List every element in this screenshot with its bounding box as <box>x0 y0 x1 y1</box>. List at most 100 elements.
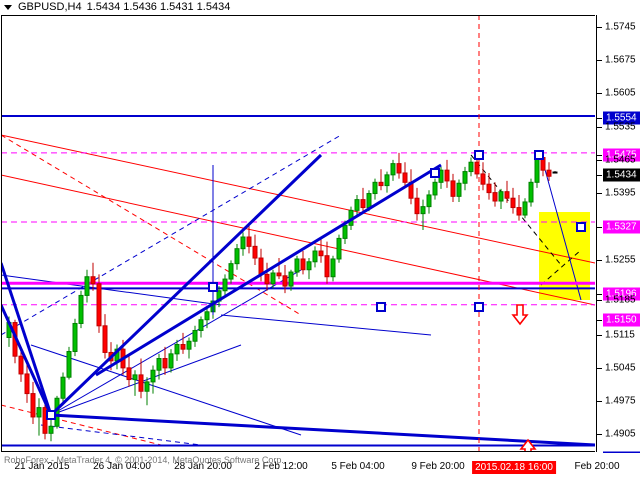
triangle-down-icon[interactable] <box>3 2 13 12</box>
anchor-swing-3[interactable] <box>474 150 484 160</box>
down-trend-red-1 <box>1 134 595 264</box>
candle-body <box>252 245 258 259</box>
anchor-swing-4[interactable] <box>474 302 484 312</box>
candle <box>198 316 204 338</box>
price-label-1.5475[interactable]: 1.5475 <box>603 148 640 162</box>
price-label-1.5150[interactable]: 1.5150 <box>603 313 640 327</box>
anchor-swing-5[interactable] <box>534 150 544 160</box>
red-dashed-1 <box>1 134 302 316</box>
price-label-1.5327[interactable]: 1.5327 <box>603 220 640 234</box>
price-tick <box>597 335 602 336</box>
candle-body <box>534 157 540 183</box>
candle-body <box>144 381 150 392</box>
candle <box>330 255 336 282</box>
candle-body <box>276 272 282 277</box>
anchor-swing-2[interactable] <box>430 168 440 178</box>
candle <box>336 234 342 263</box>
candle-body <box>420 206 426 215</box>
candle <box>192 325 198 347</box>
fan-line-1 <box>1 262 53 416</box>
candle <box>510 187 516 214</box>
candle-body <box>198 319 204 331</box>
price-tick <box>597 160 602 161</box>
time-scale[interactable]: 21 Jan 2015 26 Jan 04:00 28 Jan 20:00 2 Feb… <box>0 453 640 480</box>
candle <box>552 171 558 174</box>
candle <box>66 346 72 380</box>
price-label-1.5605: 1.5605 <box>605 87 636 99</box>
candle-body <box>30 393 36 418</box>
price-label-1.5196[interactable]: 1.5196 <box>603 287 640 301</box>
price-tick <box>597 127 602 128</box>
candle-body <box>60 376 66 399</box>
candle <box>246 225 252 254</box>
candle <box>252 234 258 266</box>
trendline-layer <box>1 134 595 446</box>
candle <box>132 370 138 396</box>
candle-body <box>264 273 270 285</box>
price-label-1.5465: 1.5465 <box>605 154 636 166</box>
candle <box>102 314 108 359</box>
candle-body <box>396 163 402 174</box>
projection-down <box>540 154 582 301</box>
candle-body <box>504 191 510 199</box>
price-label-1.5675: 1.5675 <box>605 54 636 66</box>
candle-body <box>330 258 336 278</box>
ohlc-values: 1.5434 1.5436 1.5431 1.5434 <box>86 1 231 13</box>
price-scale[interactable]: 1.5745 1.5675 1.5605 1.5554 1.5535 1.5475 1.54… <box>596 15 640 473</box>
candle <box>480 162 486 191</box>
chart-plot-area[interactable] <box>1 15 595 452</box>
price-label-1.5255: 1.5255 <box>605 254 636 266</box>
price-label-1.5554[interactable]: 1.5554 <box>603 111 640 125</box>
price-label-1.5395: 1.5395 <box>605 187 636 199</box>
price-tick <box>597 118 602 119</box>
blue-thin-down <box>30 344 302 436</box>
foreground-lines <box>1 153 595 447</box>
anchor-swing-1[interactable] <box>208 282 218 292</box>
candle <box>372 178 378 200</box>
candle-body <box>150 369 156 383</box>
candle <box>84 269 90 303</box>
candle-body <box>204 311 210 321</box>
candle <box>162 346 168 375</box>
fan-line-3 <box>50 413 595 447</box>
candle-body <box>228 263 234 280</box>
candle-body <box>366 193 372 209</box>
candle <box>384 171 390 193</box>
time-label: 26 Jan 04:00 <box>93 461 151 472</box>
anchor-swing-7[interactable] <box>376 302 386 312</box>
candle <box>270 269 276 289</box>
candle <box>378 169 384 191</box>
candle-body <box>234 248 240 265</box>
blue-dashed-arc-1 <box>1 134 342 336</box>
price-label-1.5434[interactable]: 1.5434 <box>603 168 640 182</box>
candle-body <box>486 183 492 194</box>
fan-line-5 <box>50 269 302 416</box>
candle-body <box>432 181 438 196</box>
anchor-pivot-low[interactable] <box>46 410 56 420</box>
candle <box>414 187 420 221</box>
candle <box>42 402 48 440</box>
candle-body <box>138 374 144 392</box>
anchor-point-layer[interactable] <box>46 150 586 420</box>
candle-body <box>132 374 138 381</box>
candle-body <box>156 358 162 371</box>
candle-body <box>384 174 390 187</box>
candle-body <box>444 169 450 182</box>
candle-body <box>300 258 306 271</box>
candle-body <box>174 344 180 355</box>
anchor-swing-6[interactable] <box>576 222 586 232</box>
price-label-1.5115: 1.5115 <box>605 329 635 341</box>
time-label[interactable]: 2015.02.18 16:00 <box>472 461 556 474</box>
price-tick <box>597 294 602 295</box>
symbol-label: GBPUSD,H4 <box>18 1 82 13</box>
chart-header: GBPUSD,H4 1.5434 1.5436 1.5431 1.5434 <box>0 0 230 14</box>
candle <box>426 190 432 214</box>
candle <box>144 377 150 406</box>
candle <box>486 172 492 200</box>
candle <box>354 194 360 216</box>
candle <box>78 290 84 329</box>
candle <box>36 398 42 436</box>
candle-body <box>522 201 528 216</box>
candle <box>276 258 282 280</box>
candle-body <box>516 207 522 216</box>
